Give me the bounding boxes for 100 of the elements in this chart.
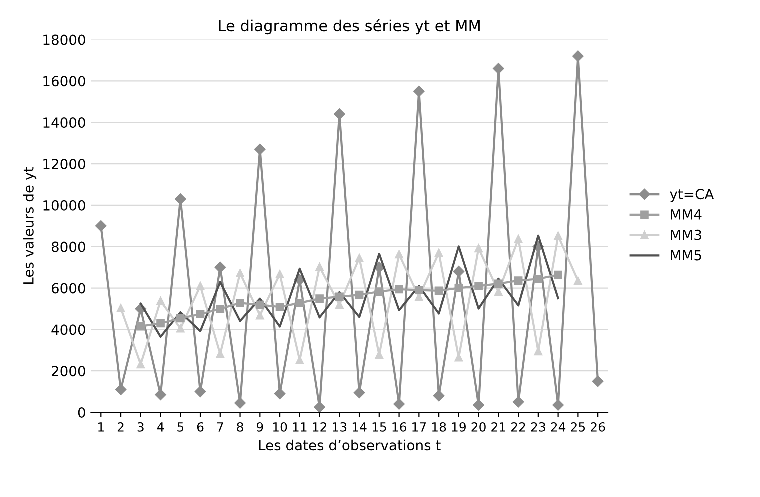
point: [216, 305, 225, 314]
y-tick-label: 12000: [44, 158, 86, 170]
y-axis-title: Les valeurs de yt: [23, 167, 37, 284]
x-tick-label: 15: [372, 422, 386, 432]
point: [316, 262, 324, 272]
point: [395, 285, 404, 294]
point: [194, 386, 206, 398]
point: [414, 86, 425, 98]
y-tick-label: 6000: [52, 283, 86, 294]
x-tick-label: 13: [333, 422, 347, 432]
x-tick-label: 6: [197, 422, 204, 432]
point: [214, 262, 226, 274]
point: [453, 266, 465, 278]
point: [316, 294, 324, 303]
point: [115, 384, 127, 396]
point: [335, 300, 344, 309]
point: [474, 244, 483, 253]
x-tick-label: 10: [273, 422, 288, 432]
y-tick-label: 0: [78, 407, 86, 418]
point: [175, 194, 186, 205]
legend-label: yt=CA: [670, 189, 714, 202]
x-tick-label: 2: [118, 422, 124, 432]
point: [296, 299, 304, 308]
point: [196, 282, 205, 290]
x-tick-label: 16: [392, 422, 406, 432]
x-tick-label: 5: [178, 422, 184, 432]
point: [236, 269, 244, 278]
point: [572, 50, 584, 62]
x-tick-label: 24: [551, 422, 566, 432]
y-tick-label: 18000: [44, 34, 86, 46]
x-tick-label: 4: [157, 422, 164, 432]
y-tick-label: 4000: [52, 324, 86, 336]
x-tick-label: 9: [256, 422, 264, 432]
point: [314, 402, 326, 413]
point: [512, 396, 524, 408]
point: [474, 282, 483, 290]
point: [254, 144, 266, 156]
point: [375, 288, 384, 296]
y-tick-label: 16000: [44, 76, 86, 87]
point: [156, 296, 165, 306]
point: [256, 300, 264, 310]
x-tick-label: 21: [492, 422, 506, 432]
point: [434, 286, 444, 296]
x-tick-label: 20: [472, 422, 486, 432]
point: [96, 220, 107, 232]
x-tick-label: 18: [432, 422, 446, 432]
point: [156, 319, 165, 328]
x-tick-label: 8: [237, 422, 244, 432]
point: [494, 280, 503, 288]
point: [176, 314, 185, 323]
point: [256, 311, 264, 320]
point: [355, 290, 364, 300]
point: [493, 63, 504, 74]
point: [176, 324, 185, 333]
point: [276, 302, 284, 312]
point: [216, 350, 225, 358]
point: [234, 398, 246, 409]
x-tick-label: 23: [531, 422, 546, 432]
point: [394, 398, 405, 410]
point: [554, 270, 562, 280]
x-tick-label: 26: [591, 422, 606, 432]
point: [433, 390, 445, 402]
point: [434, 248, 444, 258]
x-tick-label: 12: [313, 422, 326, 432]
point: [116, 304, 126, 313]
point: [574, 276, 582, 286]
x-tick-label: 22: [512, 422, 526, 432]
point: [136, 322, 146, 331]
point: [415, 286, 424, 294]
legend-label: MM5: [671, 250, 702, 261]
point: [494, 288, 503, 296]
x-tick-label: 17: [412, 422, 426, 432]
y-tick-label: 14000: [44, 118, 86, 128]
point: [334, 108, 346, 120]
x-tick-label: 3: [138, 422, 144, 432]
point: [592, 376, 604, 388]
point: [354, 387, 366, 398]
x-tick-label: 19: [452, 422, 466, 432]
point: [196, 310, 205, 319]
point: [395, 250, 404, 259]
point: [335, 292, 344, 302]
point: [534, 274, 543, 284]
point: [454, 284, 464, 292]
x-tick-label: 25: [571, 422, 586, 432]
point: [473, 400, 484, 411]
legend-label: MM3: [671, 230, 702, 240]
point: [155, 389, 166, 401]
x-axis-title: Les dates d’observations t: [259, 440, 441, 451]
x-tick-label: 7: [217, 422, 224, 432]
x-tick-label: 14: [352, 422, 367, 432]
legend-label: MM4: [671, 210, 702, 220]
point: [554, 232, 562, 240]
x-tick-label: 11: [293, 422, 307, 432]
point: [514, 276, 523, 285]
y-tick-label: 2000: [52, 366, 86, 377]
chart-title: Le diagramme des séries yt et MM: [219, 19, 480, 35]
point: [514, 235, 523, 244]
y-tick-label: 10000: [44, 200, 86, 211]
point: [552, 400, 564, 411]
point: [276, 270, 284, 279]
